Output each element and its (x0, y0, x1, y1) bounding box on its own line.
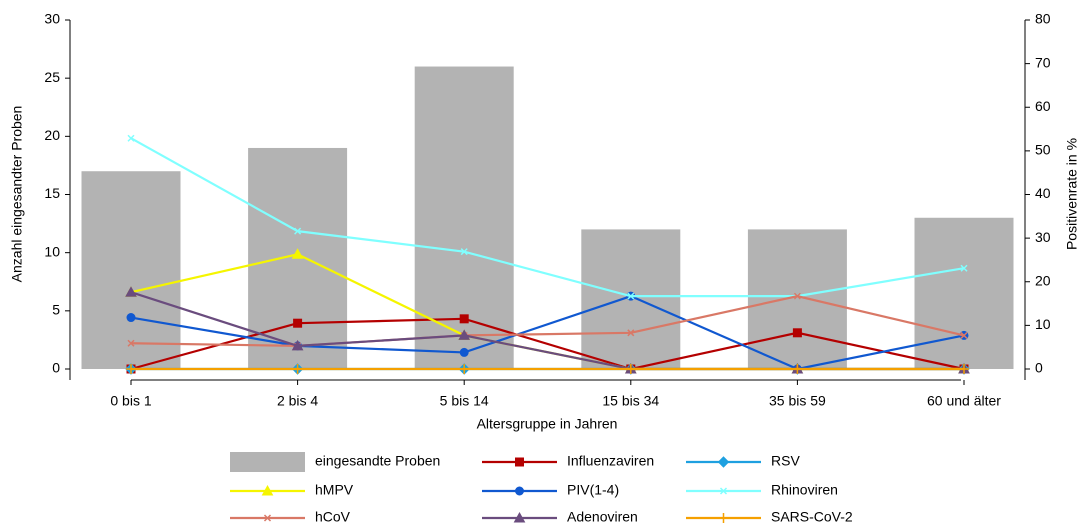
legend-label: eingesandte Proben (315, 453, 440, 469)
y-tick-label: 20 (44, 127, 60, 143)
line (130, 137, 965, 298)
marker (515, 457, 524, 467)
marker (460, 248, 468, 256)
marker (292, 364, 303, 374)
y2-tick-label: 80 (1035, 11, 1051, 27)
marker (792, 328, 802, 338)
marker (291, 339, 304, 351)
y2-tick-label: 50 (1035, 142, 1051, 158)
y2-axis-label: Positivenrate in % (1064, 138, 1080, 250)
marker (515, 486, 524, 496)
y2-tick-label: 70 (1035, 54, 1051, 70)
bar (914, 217, 1014, 369)
y-tick-label: 0 (52, 360, 60, 376)
x-axis-label: Altersgruppe in Jahren (477, 416, 618, 432)
marker (293, 318, 303, 328)
legend-label: hCoV (315, 509, 351, 525)
marker (627, 292, 635, 300)
legend-label: Rhinoviren (771, 482, 838, 498)
marker (627, 329, 635, 337)
marker (717, 456, 730, 468)
marker (459, 364, 470, 374)
marker (127, 134, 135, 142)
legend-label: hMPV (315, 482, 354, 498)
marker (459, 347, 469, 357)
marker (718, 513, 729, 523)
x-tick-label: 60 und älter (927, 393, 1001, 409)
legend-label: Influenzaviren (567, 453, 654, 469)
legend-label: PIV(1-4) (567, 482, 619, 498)
x-tick-label: 5 bis 14 (440, 393, 489, 409)
line-series (126, 364, 969, 374)
line (130, 295, 965, 347)
marker (263, 514, 272, 522)
legend-label: SARS-CoV-2 (771, 509, 853, 525)
marker (127, 339, 135, 347)
x-tick-label: 0 bis 1 (110, 393, 151, 409)
x-tick-label: 2 bis 4 (277, 393, 318, 409)
y2-tick-label: 60 (1035, 98, 1051, 114)
marker (792, 364, 803, 374)
legend-swatch (230, 452, 305, 472)
y2-tick-label: 40 (1035, 185, 1051, 201)
marker (458, 329, 471, 340)
x-tick-label: 15 bis 34 (602, 393, 659, 409)
y-tick-label: 25 (44, 69, 60, 85)
y2-tick-label: 10 (1035, 316, 1051, 332)
marker (294, 227, 302, 235)
marker (291, 248, 304, 259)
marker (459, 314, 469, 324)
marker (959, 364, 969, 374)
y2-tick-label: 0 (1035, 360, 1043, 376)
marker (625, 364, 636, 374)
bar (81, 171, 181, 369)
legend-label: RSV (771, 453, 800, 469)
marker (125, 286, 137, 297)
marker (126, 364, 136, 374)
x-tick-label: 35 bis 59 (769, 393, 826, 409)
y-tick-label: 30 (44, 11, 60, 27)
legend-label: Adenoviren (567, 509, 638, 525)
marker (960, 331, 968, 339)
marker (126, 313, 136, 323)
y-tick-label: 5 (52, 302, 60, 318)
bar (747, 229, 847, 369)
marker (261, 484, 274, 496)
marker (513, 511, 526, 523)
y-tick-label: 15 (44, 185, 60, 201)
y-tick-label: 10 (44, 243, 60, 259)
marker (960, 264, 968, 272)
y-axis-label: Anzahl eingesandter Proben (9, 106, 25, 283)
line (130, 294, 965, 371)
marker (719, 487, 728, 495)
line (130, 317, 965, 371)
marker (793, 292, 801, 300)
y2-tick-label: 30 (1035, 229, 1051, 245)
bar (414, 66, 514, 370)
y2-tick-label: 20 (1035, 272, 1051, 288)
